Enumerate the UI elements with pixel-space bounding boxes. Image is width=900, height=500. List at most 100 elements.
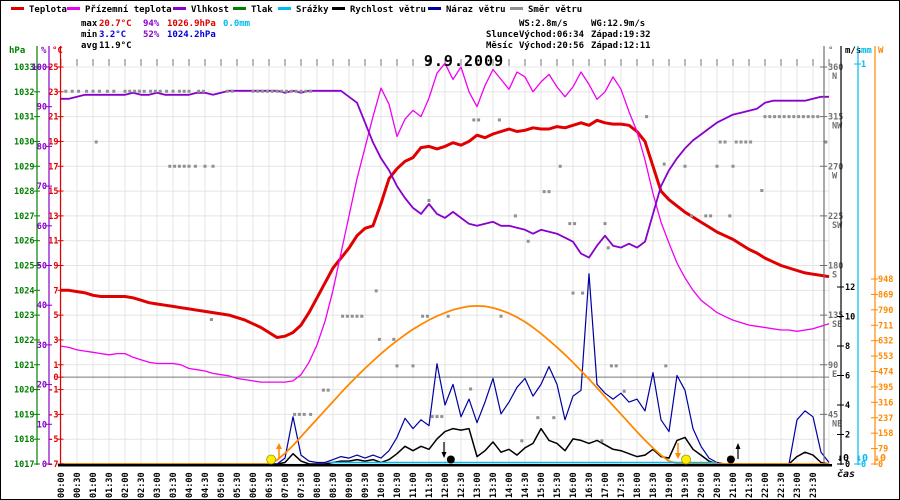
axis-unit-pct: % (41, 46, 47, 56)
plot-grid (60, 59, 830, 465)
svg-text:80: 80 (37, 142, 47, 152)
time-tick-label: 06:00 (249, 472, 259, 498)
time-tick-label: 22:00 (761, 472, 771, 498)
axis-unit-hpa: hPa (9, 46, 25, 56)
svg-text:0: 0 (845, 460, 850, 470)
svg-text:553: 553 (878, 352, 893, 362)
time-tick-label: 11:00 (409, 472, 419, 498)
svg-text:21: 21 (48, 113, 58, 123)
svg-text:1019: 1019 (14, 410, 34, 420)
time-tick-label: 17:00 (601, 472, 611, 498)
time-tick-label: 07:30 (297, 472, 307, 498)
time-tick-label: 08:00 (313, 472, 323, 498)
legend-label: Rychlost větru (350, 5, 426, 15)
stat-value: max (81, 19, 98, 29)
svg-text:S: S (832, 271, 837, 281)
time-tick-label: 21:30 (745, 472, 755, 498)
astro-value: Měsíc (486, 41, 514, 51)
svg-text:1: 1 (53, 361, 58, 371)
svg-text:1031: 1031 (14, 113, 34, 123)
stat-value: 20.7°C (99, 19, 132, 29)
time-tick-label: 09:00 (345, 472, 355, 498)
svg-text:270: 270 (828, 162, 843, 172)
time-tick-label: 14:30 (521, 472, 531, 498)
svg-text:10: 10 (37, 420, 47, 430)
time-tick-label: 23:00 (793, 472, 803, 498)
legend-item-sm-r-v-tru: Směr větru (510, 5, 582, 17)
axis-zero-arrow-icon: ↓0 (856, 453, 869, 464)
legend-label: Teplota (29, 5, 67, 15)
svg-text:50: 50 (37, 262, 47, 272)
time-tick-label: 03:00 (153, 472, 163, 498)
time-axis: 00:00 00:30 01:00 01:30 02:00 02:30 03:00 03:30… (57, 464, 832, 498)
axis-zero-arrow-icon: ↓0 (874, 453, 887, 464)
time-axis-label: čas (837, 469, 856, 480)
svg-text:-1: -1 (48, 386, 58, 396)
stat-value: 11.9°C (99, 41, 132, 51)
svg-text:1029: 1029 (14, 162, 34, 172)
time-tick-label: 00:00 (57, 472, 67, 498)
legend-swatch-sm-r-v-tru (510, 7, 523, 10)
astro-value: Východ:06:34 (519, 30, 585, 40)
astro-value: Západ:12:11 (591, 41, 651, 51)
legend-item-tlak: Tlak (233, 5, 273, 17)
sun-moon-markers (266, 442, 741, 465)
stat-value: avg (81, 41, 98, 51)
svg-text:17: 17 (48, 162, 58, 172)
legend-item-n-raz-v-tru: Náraz větru (428, 5, 506, 17)
axis-unit-tempc: °C (52, 46, 63, 56)
svg-text:70: 70 (37, 182, 47, 192)
moonrise-icon (726, 455, 735, 464)
svg-text:0: 0 (53, 373, 58, 383)
stat-value: 1024.2hPa (167, 30, 216, 40)
axis-unit-ms: m/s (845, 46, 861, 56)
stat-value: 0.0mm (223, 19, 251, 29)
svg-text:237: 237 (878, 414, 893, 424)
svg-text:100: 100 (32, 63, 47, 73)
legend-item-p-zemn-teplota: Přízemní teplota (67, 5, 172, 17)
svg-text:0: 0 (878, 460, 883, 470)
time-tick-label: 23:30 (809, 472, 819, 498)
legend-swatch-vlhkost (173, 7, 186, 10)
stat-value: min (81, 30, 98, 40)
time-tick-label: 04:30 (201, 472, 211, 498)
svg-text:4: 4 (845, 401, 850, 411)
legend-label: Srážky (296, 5, 329, 15)
time-tick-label: 06:30 (265, 472, 275, 498)
legend-swatch-sr-ky (278, 7, 291, 10)
axis-hpa: 1033 1032 1031 1030 1029 1028 1027 1026 1025 1024… (9, 46, 40, 470)
svg-text:158: 158 (878, 429, 893, 439)
svg-text:7: 7 (53, 286, 58, 296)
time-tick-label: 08:30 (329, 472, 339, 498)
sunrise-arrow-icon (276, 443, 282, 449)
svg-text:9: 9 (53, 262, 58, 272)
svg-text:395: 395 (878, 383, 893, 393)
svg-text:1027: 1027 (14, 212, 34, 222)
svg-text:0: 0 (861, 460, 866, 470)
svg-text:90: 90 (37, 103, 47, 113)
svg-text:79: 79 (878, 445, 888, 455)
moonrise-arrow-icon (735, 443, 741, 449)
svg-text:23: 23 (48, 88, 58, 98)
time-tick-label: 21:00 (729, 472, 739, 498)
astro-value: WG:12.9m/s (591, 19, 646, 29)
svg-text:1021: 1021 (14, 361, 34, 371)
time-tick-label: 19:30 (681, 472, 691, 498)
svg-text:180: 180 (828, 262, 843, 272)
legend-label: Náraz větru (446, 5, 506, 15)
svg-text:790: 790 (878, 306, 893, 316)
axis-zero-arrow-icon: ↓0 (837, 453, 850, 464)
legend-label: Vlhkost (191, 5, 229, 15)
legend-label: Směr větru (528, 5, 583, 15)
axis-unit-deg: ° (828, 46, 833, 56)
svg-text:1018: 1018 (14, 435, 34, 445)
time-tick-label: 09:30 (361, 472, 371, 498)
time-tick-label: 17:30 (617, 472, 627, 498)
svg-text:13: 13 (48, 212, 58, 222)
legend-label: Tlak (251, 5, 273, 15)
astro-value: Slunce (486, 30, 519, 40)
svg-text:10: 10 (845, 313, 855, 323)
